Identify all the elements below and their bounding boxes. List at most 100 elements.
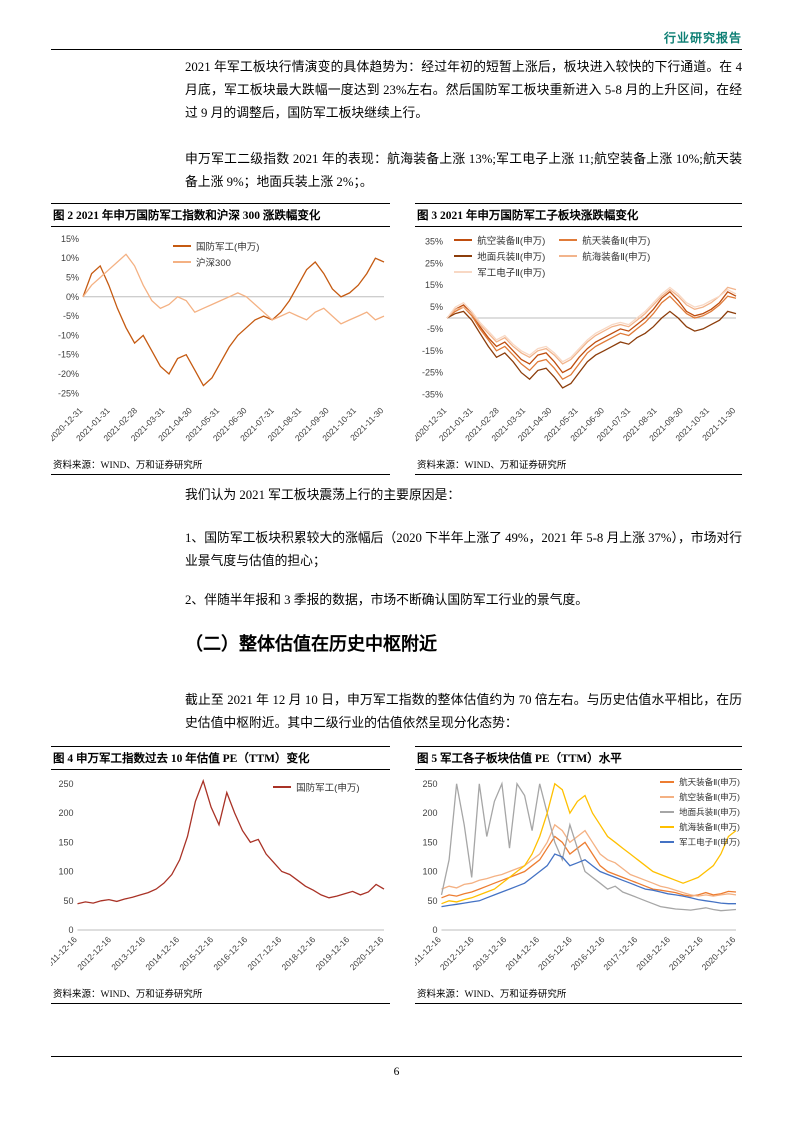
chart-legend: 航空装备Ⅱ(申万) 航天装备Ⅱ(申万) 地面兵装Ⅱ(申万) 航海装备Ⅱ(申万) 军工电子… bbox=[454, 233, 650, 279]
svg-text:-20%: -20% bbox=[58, 369, 79, 379]
svg-text:50: 50 bbox=[63, 896, 73, 906]
svg-text:5%: 5% bbox=[430, 302, 443, 312]
legend-line-swatch bbox=[173, 261, 192, 263]
svg-text:-10%: -10% bbox=[58, 330, 79, 340]
page-number: 6 bbox=[393, 1066, 400, 1078]
figures-row-1: 图 2 2021 年申万国防军工指数和沪深 300 涨跌幅变化 15% 10% 5%… bbox=[47, 203, 742, 475]
svg-text:35%: 35% bbox=[425, 237, 443, 247]
legend-label: 航海装备Ⅱ(申万) bbox=[582, 252, 651, 263]
legend-line-swatch bbox=[660, 796, 675, 798]
legend-label: 国防军工(申万) bbox=[196, 242, 260, 253]
legend-line-swatch bbox=[454, 271, 473, 273]
figure-5: 图 5 军工各子板块估值 PE（TTM）水平 250 200 150 100 50 0 20… bbox=[406, 746, 742, 1004]
figure-5-source: 资料来源：WIND、万和证券研究所 bbox=[415, 984, 742, 1004]
chart-legend: 航天装备Ⅱ(申万) 航空装备Ⅱ(申万) 地面兵装Ⅱ(申万) 航海装备Ⅱ(申万) 军工电子… bbox=[660, 776, 740, 848]
svg-text:0%: 0% bbox=[66, 292, 79, 302]
svg-text:2017-12-16: 2017-12-16 bbox=[245, 934, 283, 972]
legend-label: 航空装备Ⅱ(申万) bbox=[477, 236, 546, 247]
legend-label: 地面兵装Ⅱ(申万) bbox=[477, 252, 546, 263]
page-header: 行业研究报告 bbox=[51, 0, 742, 50]
legend-item: 国防军工(申万) bbox=[173, 239, 259, 253]
paragraph-valuation-summary: 截止至 2021 年 12 月 10 日，申万军工指数的整体估值约为 70 倍左… bbox=[185, 693, 742, 730]
svg-text:-15%: -15% bbox=[58, 350, 79, 360]
svg-text:-25%: -25% bbox=[422, 368, 443, 378]
chart-canvas: 15%10%5%0%-5%-10%-15%-20%-25%2020-12-312… bbox=[47, 234, 386, 443]
legend-item: 航空装备Ⅱ(申万) bbox=[660, 791, 740, 803]
svg-text:2019-12-16: 2019-12-16 bbox=[313, 934, 351, 972]
paragraph-trend-overview: 2021 年军工板块行情演变的具体趋势为：经过年初的短暂上涨后，板块进入较快的下… bbox=[185, 60, 742, 120]
svg-text:2013-12-16: 2013-12-16 bbox=[470, 934, 508, 972]
svg-text:150: 150 bbox=[422, 837, 437, 847]
svg-text:2016-12-16: 2016-12-16 bbox=[569, 934, 607, 972]
paragraph-reasons-intro: 我们认为 2021 军工板块震荡上行的主要原因是： bbox=[185, 488, 461, 502]
svg-text:50: 50 bbox=[427, 896, 437, 906]
svg-text:15%: 15% bbox=[61, 234, 79, 244]
legend-item: 军工电子Ⅱ(申万) bbox=[660, 836, 740, 848]
svg-text:2012-12-16: 2012-12-16 bbox=[438, 934, 476, 972]
svg-text:2015-12-16: 2015-12-16 bbox=[177, 934, 215, 972]
legend-label: 航天装备Ⅱ(申万) bbox=[679, 777, 740, 787]
svg-text:2017-12-16: 2017-12-16 bbox=[601, 934, 639, 972]
legend-item: 地面兵装Ⅱ(申万) bbox=[660, 806, 740, 818]
svg-text:250: 250 bbox=[58, 779, 73, 789]
legend-label: 军工电子Ⅱ(申万) bbox=[477, 268, 546, 279]
svg-text:25%: 25% bbox=[425, 258, 443, 268]
svg-text:2018-12-16: 2018-12-16 bbox=[634, 934, 672, 972]
chart-canvas: 2502001501005002011-12-162012-12-162013-… bbox=[42, 779, 386, 972]
report-type-label: 行业研究报告 bbox=[663, 31, 742, 45]
paragraph-reason-1: 1、国防军工板块积累较大的涨幅后（2020 下半年上涨了 49%，2021 年 … bbox=[185, 531, 742, 568]
legend-item: 国防军工(申万) bbox=[273, 780, 360, 794]
svg-text:2018-12-16: 2018-12-16 bbox=[279, 934, 317, 972]
line-chart-subsector-pe: 250 200 150 100 50 0 2011-12-16 2012-12-16 2013-… bbox=[406, 770, 742, 984]
section-heading-valuation: （二）整体估值在历史中枢附近 bbox=[185, 634, 437, 654]
legend-line-swatch bbox=[454, 239, 473, 241]
paragraph-reason-2: 2、伴随半年报和 3 季报的数据，市场不断确认国防军工行业的景气度。 bbox=[185, 593, 589, 607]
svg-text:150: 150 bbox=[58, 837, 73, 847]
footer-divider bbox=[51, 1056, 742, 1057]
line-chart-subsector-returns: 35% 25% 15% 5% -5% -15% -25% -35% 2020-12-31 2021… bbox=[411, 227, 742, 455]
legend-label: 航天装备Ⅱ(申万) bbox=[582, 236, 651, 247]
legend-label: 航空装备Ⅱ(申万) bbox=[679, 792, 740, 802]
legend-line-swatch bbox=[173, 245, 192, 247]
legend-item: 沪深300 bbox=[173, 255, 259, 269]
line-chart-defense-vs-hs300: 15% 10% 5% 0% -5% -10% -15% -20% -25% 2020-12-31 2… bbox=[47, 227, 390, 455]
legend-label: 沪深300 bbox=[196, 258, 231, 269]
legend-label: 地面兵装Ⅱ(申万) bbox=[679, 807, 740, 817]
legend-line-swatch bbox=[660, 811, 675, 813]
svg-text:250: 250 bbox=[422, 779, 437, 789]
svg-text:2020-12-16: 2020-12-16 bbox=[700, 934, 738, 972]
paragraph-subindex-performance: 申万军工二级指数 2021 年的表现：航海装备上涨 13%;军工电子上涨 11;… bbox=[185, 152, 742, 189]
legend-item: 地面兵装Ⅱ(申万) bbox=[454, 249, 545, 263]
svg-text:2015-12-16: 2015-12-16 bbox=[536, 934, 574, 972]
figure-3-source: 资料来源：WIND、万和证券研究所 bbox=[415, 455, 742, 475]
svg-text:2020-12-16: 2020-12-16 bbox=[348, 934, 386, 972]
chart-legend: 国防军工(申万) 沪深300 bbox=[173, 239, 259, 269]
svg-text:-35%: -35% bbox=[422, 389, 443, 399]
svg-text:2014-12-16: 2014-12-16 bbox=[503, 934, 541, 972]
figure-3: 图 3 2021 年申万国防军工子板块涨跌幅变化 35% 25% 15% 5% -5% -… bbox=[411, 203, 742, 475]
svg-text:0: 0 bbox=[68, 925, 73, 935]
legend-line-swatch bbox=[660, 826, 675, 828]
figures-row-2: 图 4 申万军工指数过去 10 年估值 PE（TTM）变化 250 200 150 1… bbox=[42, 746, 742, 1004]
legend-line-swatch bbox=[660, 841, 675, 843]
legend-label: 航海装备Ⅱ(申万) bbox=[679, 822, 740, 832]
figure-4: 图 4 申万军工指数过去 10 年估值 PE（TTM）变化 250 200 150 1… bbox=[42, 746, 390, 1004]
svg-text:2014-12-16: 2014-12-16 bbox=[143, 934, 181, 972]
legend-item: 航天装备Ⅱ(申万) bbox=[559, 233, 650, 247]
legend-item: 航空装备Ⅱ(申万) bbox=[454, 233, 545, 247]
svg-text:0: 0 bbox=[432, 925, 437, 935]
legend-line-swatch bbox=[454, 255, 473, 257]
legend-item: 航海装备Ⅱ(申万) bbox=[559, 249, 650, 263]
svg-text:200: 200 bbox=[58, 808, 73, 818]
svg-text:200: 200 bbox=[422, 808, 437, 818]
svg-text:-25%: -25% bbox=[58, 388, 79, 398]
line-chart-pe-history: 250 200 150 100 50 0 2011-12-16 2012-12-16 2013-… bbox=[42, 770, 390, 984]
figure-2: 图 2 2021 年申万国防军工指数和沪深 300 涨跌幅变化 15% 10% 5%… bbox=[47, 203, 390, 475]
figure-5-title: 图 5 军工各子板块估值 PE（TTM）水平 bbox=[415, 746, 742, 770]
legend-item: 军工电子Ⅱ(申万) bbox=[454, 265, 545, 279]
figure-2-title: 图 2 2021 年申万国防军工指数和沪深 300 涨跌幅变化 bbox=[51, 203, 390, 227]
legend-line-swatch bbox=[559, 255, 578, 257]
svg-text:2016-12-16: 2016-12-16 bbox=[211, 934, 249, 972]
figure-4-title: 图 4 申万军工指数过去 10 年估值 PE（TTM）变化 bbox=[51, 746, 390, 770]
